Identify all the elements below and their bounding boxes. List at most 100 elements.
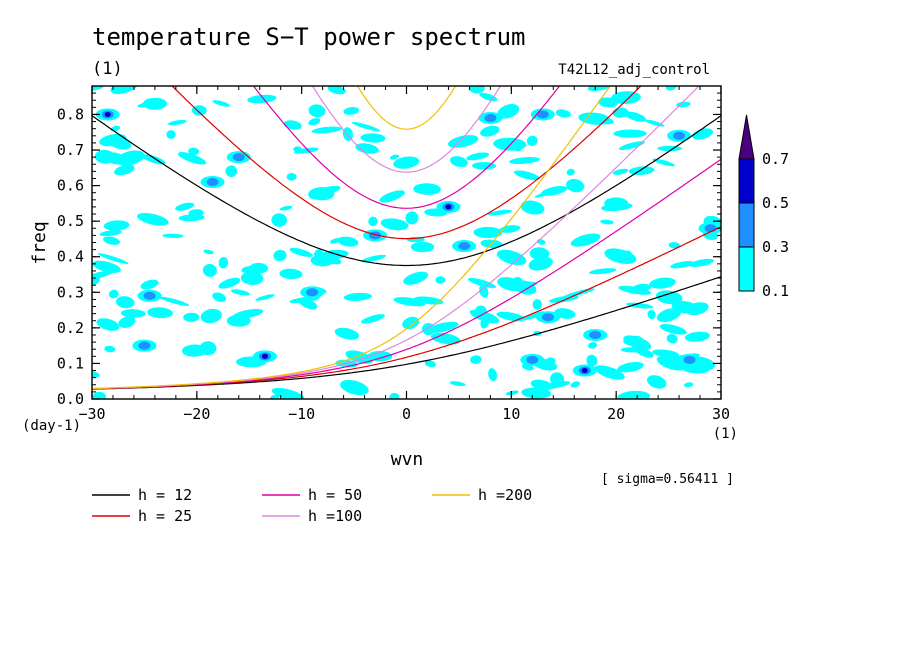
noise-patch — [570, 381, 581, 388]
noise-patch — [629, 335, 644, 346]
noise-patch — [340, 379, 369, 396]
noise-patch — [594, 365, 625, 380]
colorbar-segment — [738, 158, 755, 204]
noise-patch — [92, 270, 114, 281]
colorbar-extend-arrow — [738, 114, 755, 160]
noise-patch — [582, 113, 614, 125]
noise-patch — [389, 154, 400, 160]
noise-patch — [202, 263, 217, 277]
noise-patch — [647, 309, 656, 320]
y-tick-label: 0.7 — [57, 141, 84, 159]
legend-label: h =200 — [478, 486, 532, 504]
noise-patch — [96, 318, 120, 331]
colorbar-label: 0.5 — [762, 194, 789, 212]
noise-patch — [97, 253, 129, 264]
noise-patch — [472, 161, 496, 170]
noise-patch — [474, 305, 488, 319]
colorbar-label: 0.7 — [762, 150, 789, 168]
spectrum-peak-mid — [206, 178, 219, 187]
dispersion-ig-100 — [311, 86, 502, 173]
spectrum-peak-mid — [458, 242, 471, 251]
legend-label: h = 25 — [138, 507, 192, 525]
x-tick-label: 30 — [712, 405, 730, 423]
noise-patch — [199, 341, 217, 356]
noise-patch — [177, 152, 207, 165]
noise-patch — [114, 164, 135, 176]
noise-patch — [166, 130, 176, 139]
noise-patch — [368, 216, 378, 227]
noise-patch — [447, 135, 479, 148]
noise-patch — [684, 382, 694, 388]
noise-patch — [345, 350, 374, 364]
noise-patch — [115, 296, 135, 309]
noise-patch — [671, 300, 699, 314]
noise-patch — [566, 178, 585, 193]
plot-area: −30 −20 −10 0 10 20 30 0.0 0.1 0.2 0.3 0.4 0.5 0.6 0.7… — [57, 85, 730, 423]
noise-patch — [469, 86, 485, 94]
spectrum-peak-mid — [232, 153, 245, 162]
noise-patch — [247, 94, 277, 104]
noise-patch — [656, 308, 681, 323]
noise-patch — [497, 104, 520, 119]
x-axis-unit: (1) — [713, 426, 738, 442]
spectrum-peak-mid — [526, 355, 539, 364]
noise-patch — [140, 279, 159, 290]
noise-patch — [652, 158, 676, 167]
noise-patch — [249, 262, 268, 274]
noise-patch — [118, 316, 136, 328]
noise-patch — [380, 218, 409, 231]
noise-patch — [178, 214, 205, 222]
noise-patch — [361, 254, 386, 263]
colorbar: 0.1 0.3 0.5 0.7 — [738, 114, 789, 300]
y-tick-label: 0.2 — [57, 319, 84, 337]
spectrum-peak-mid — [138, 341, 151, 350]
noise-patch — [613, 129, 647, 138]
y-axis-unit: (day-1) — [22, 418, 81, 434]
legend-label: h =100 — [308, 507, 362, 525]
y-tick-label: 0.5 — [57, 212, 84, 230]
noise-patch — [337, 236, 359, 247]
noise-patch — [105, 152, 126, 165]
noise-patch — [402, 316, 420, 330]
x-tick-label: 0 — [402, 405, 411, 423]
noise-patch — [175, 202, 195, 211]
noise-patch — [624, 111, 647, 122]
noise-patch — [479, 284, 489, 298]
noise-patch — [367, 350, 393, 362]
noise-patch — [191, 105, 207, 116]
noise-patch — [466, 152, 490, 161]
legend: h = 12 h = 25 h = 50 h =100 h =200 — [92, 486, 532, 525]
noise-patch — [413, 183, 441, 195]
spectrum-peak-core — [445, 204, 452, 210]
y-axis-label: freq — [29, 221, 50, 264]
noise-patch — [351, 122, 381, 132]
noise-patch — [92, 370, 100, 378]
noise-patch — [410, 241, 435, 253]
noise-patch — [570, 233, 601, 247]
noise-patch — [136, 213, 169, 226]
noise-patch — [343, 106, 360, 115]
dispersion-ig-25 — [171, 86, 642, 240]
chart-title: temperature S−T power spectrum — [92, 23, 525, 51]
noise-patch — [279, 205, 293, 211]
noise-patch — [555, 109, 571, 118]
noise-patch — [647, 375, 667, 389]
noise-patch — [496, 249, 527, 266]
dispersion-ig-50 — [252, 86, 561, 209]
noise-patch — [218, 277, 241, 289]
noise-patch — [103, 220, 130, 231]
noise-patch — [513, 170, 540, 181]
noise-patch — [329, 238, 341, 244]
spectrum-peak-mid — [143, 291, 156, 300]
noise-patch — [586, 354, 598, 367]
noise-patch — [294, 147, 319, 154]
noise-patch — [435, 276, 446, 284]
noise-patch — [612, 168, 629, 175]
noise-patch — [389, 392, 400, 399]
dispersion-ig-200 — [356, 86, 457, 130]
noise-patch — [424, 360, 437, 368]
noise-patch — [588, 268, 617, 275]
chart-subtitle: (1) — [92, 59, 123, 79]
